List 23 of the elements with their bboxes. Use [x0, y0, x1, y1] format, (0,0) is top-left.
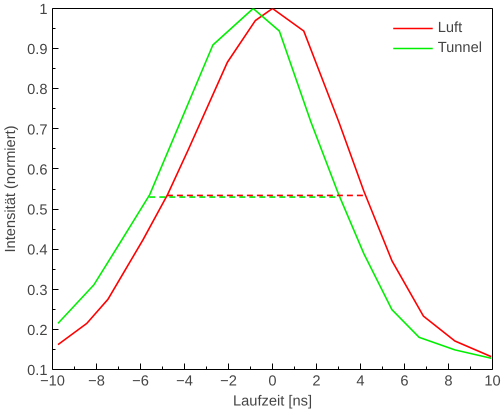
y-tick-label: 1 [39, 2, 48, 18]
y-tick-label: 0.7 [27, 122, 48, 138]
x-tick-label: −4 [176, 374, 193, 390]
y-tick-label: 0.2 [27, 322, 48, 339]
x-tick-label: 2 [312, 374, 321, 390]
y-tick-label: 0.3 [27, 282, 48, 299]
x-tick-label: 10 [484, 374, 501, 390]
x-tick-label: −6 [132, 374, 149, 390]
x-axis-title: Laufzeit [ns] [232, 394, 312, 410]
x-tick-label: 8 [444, 374, 453, 390]
y-tick-label: 0.8 [27, 82, 48, 98]
x-tick-label: −2 [220, 374, 237, 390]
y-tick-label: 0.6 [27, 162, 48, 178]
x-tick-label: 6 [400, 374, 409, 390]
x-tick-label: −8 [88, 374, 105, 390]
y-tick-label: 0.4 [27, 242, 48, 259]
y-tick-label: 0.5 [27, 202, 48, 219]
y-tick-label: 0.9 [27, 42, 48, 58]
x-tick-label: 4 [356, 374, 365, 390]
legend-label: Tunnel [438, 40, 482, 56]
x-tick-label: 0 [268, 374, 277, 390]
y-axis-title: Intensität (normiert) [3, 125, 20, 253]
legend-label: Luft [438, 20, 462, 36]
